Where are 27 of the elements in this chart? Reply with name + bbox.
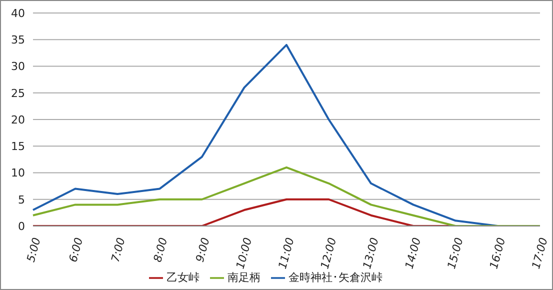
x-tick-label: 5:00	[24, 236, 44, 264]
x-tick-label: 9:00	[193, 236, 212, 264]
x-tick-label: 7:00	[108, 236, 128, 264]
line-series	[32, 166, 541, 226]
y-tick-label: 30	[11, 60, 25, 74]
x-tick-label: 8:00	[151, 236, 170, 264]
x-tick-label: 13:00	[360, 236, 382, 270]
x-tick-label: 6:00	[66, 236, 86, 264]
x-tick-label: 10:00	[234, 236, 255, 270]
x-tick-label: 11:00	[276, 236, 297, 270]
y-tick-label: 10	[11, 166, 25, 180]
x-tick-label: 14:00	[402, 236, 424, 270]
y-tick-label: 20	[11, 113, 25, 126]
y-tick-label: 15	[11, 140, 25, 154]
legend-label: 金時神社･矢倉沢峠	[288, 271, 382, 284]
y-tick-label: 35	[11, 34, 25, 47]
y-tick-label: 25	[11, 86, 25, 100]
x-tick-label: 15:00	[445, 236, 466, 270]
legend-label: 乙女峠	[166, 271, 200, 284]
x-tick-label: 12:00	[318, 236, 340, 270]
y-tick-label: 5	[18, 193, 25, 206]
legend-label: 南足柄	[228, 271, 260, 284]
x-tick-label: 16:00	[487, 236, 508, 270]
y-tick-label: 0	[18, 220, 25, 233]
line-series	[32, 44, 499, 226]
y-tick-label: 40	[11, 6, 25, 20]
x-tick-label: 17:00	[530, 236, 550, 270]
